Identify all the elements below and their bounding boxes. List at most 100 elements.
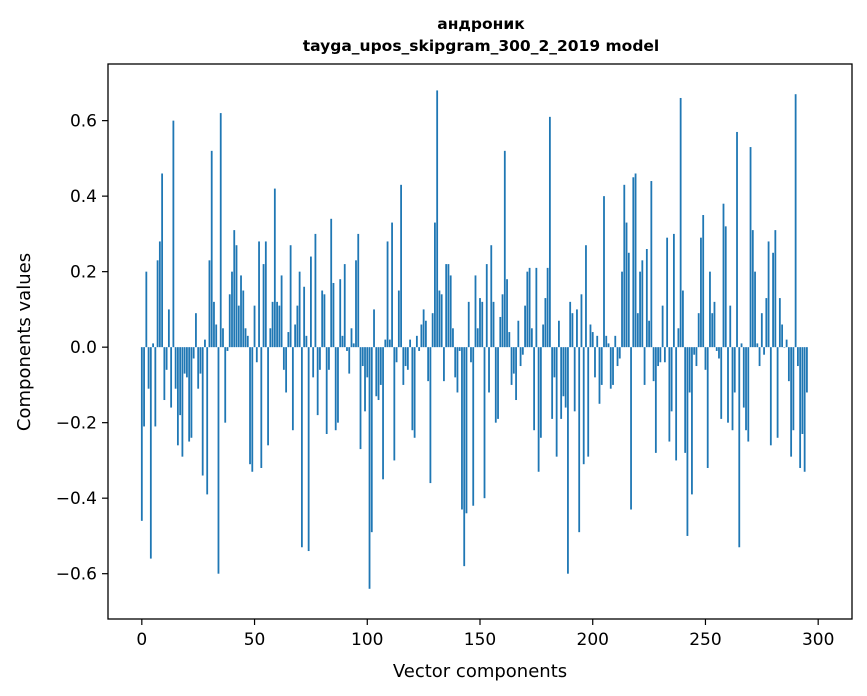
bar (783, 347, 786, 348)
bar (485, 264, 488, 348)
bar (258, 241, 260, 348)
bar (578, 347, 581, 533)
bar (140, 347, 143, 521)
bar (158, 241, 161, 348)
bar (803, 347, 806, 472)
bar (503, 150, 506, 348)
bar (251, 347, 254, 472)
bar (213, 301, 215, 348)
bar (792, 347, 795, 431)
bar (551, 347, 554, 419)
bar (668, 347, 671, 442)
bar (181, 347, 184, 457)
x-axis-label: Vector components (393, 661, 567, 682)
bar (537, 347, 540, 472)
bar (406, 347, 409, 370)
bar (535, 267, 538, 348)
bar (621, 271, 623, 348)
bar (700, 237, 702, 348)
bar (521, 347, 524, 355)
bar (729, 305, 732, 348)
y-axis-label: Components values (14, 253, 35, 431)
bar (533, 347, 536, 431)
bar (661, 305, 664, 348)
bar (546, 267, 549, 348)
bar (375, 347, 378, 397)
bar (641, 260, 644, 348)
x-tick-label: 50 (244, 630, 266, 650)
bar (704, 347, 707, 370)
bar (210, 150, 213, 348)
bar (321, 290, 324, 348)
bar (152, 343, 154, 348)
bar (368, 347, 371, 589)
bar (688, 347, 691, 393)
bar (269, 328, 272, 348)
bar (456, 347, 459, 393)
bar (772, 252, 774, 348)
bar (429, 347, 432, 484)
bar (431, 313, 434, 348)
y-tick-label: −0.2 (56, 414, 97, 434)
bar (235, 245, 238, 348)
bar (666, 237, 669, 348)
bar (706, 347, 709, 468)
bar (147, 347, 150, 389)
bar (675, 347, 678, 461)
bar (179, 347, 182, 416)
bar (183, 347, 186, 374)
bar (199, 347, 202, 374)
bar (167, 309, 170, 348)
bar (591, 332, 594, 348)
bar (585, 245, 587, 348)
bar (652, 347, 655, 382)
bar (445, 264, 448, 348)
bar (670, 347, 673, 412)
bar (738, 347, 741, 548)
bar (161, 173, 164, 348)
bar (517, 320, 520, 348)
bar (174, 347, 177, 389)
bar (276, 301, 278, 348)
bar (751, 230, 754, 348)
bar (691, 347, 693, 495)
bar (273, 188, 276, 348)
bar (609, 347, 612, 389)
bar (316, 347, 319, 416)
bar (679, 97, 682, 348)
y-tick-label: 0.2 (70, 263, 97, 283)
bar (303, 286, 306, 348)
y-tick-label: 0.0 (70, 338, 97, 358)
bar (361, 347, 364, 367)
bar (264, 241, 267, 348)
bar (650, 181, 653, 348)
bar (366, 347, 369, 378)
bar (341, 335, 344, 348)
bar (571, 313, 574, 348)
bar (370, 347, 373, 533)
bar (754, 271, 756, 348)
bar (310, 256, 312, 348)
bar (508, 332, 511, 348)
bar (542, 324, 545, 348)
bar (339, 279, 342, 348)
bar (458, 347, 461, 351)
bar (188, 347, 191, 442)
bar (291, 347, 294, 431)
bar (616, 347, 619, 367)
bar (582, 347, 585, 465)
bar (598, 347, 601, 404)
bar (285, 347, 288, 393)
y-tick-label: 0.6 (70, 112, 97, 132)
bar (731, 347, 734, 431)
bar (201, 347, 204, 476)
bar (612, 347, 614, 385)
bar (767, 241, 770, 348)
bar (636, 313, 639, 348)
bar (278, 305, 281, 348)
bar (736, 131, 738, 348)
bar (422, 309, 425, 348)
bar (515, 347, 517, 401)
bar (567, 347, 569, 574)
